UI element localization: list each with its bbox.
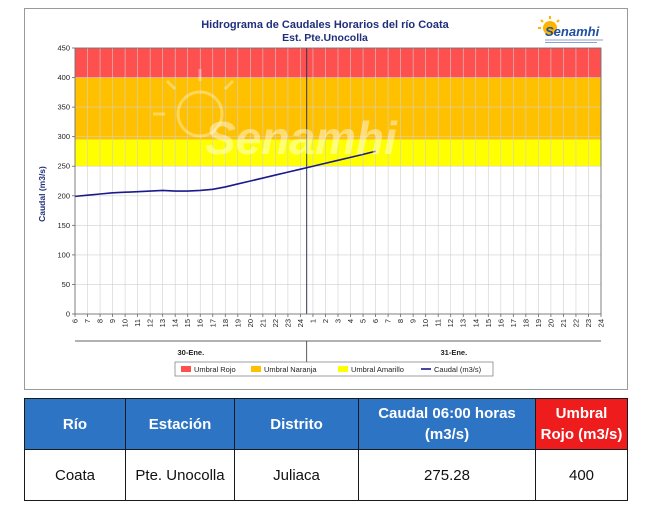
y-tick-label: 0 (66, 310, 70, 319)
x-tick-label: 9 (108, 319, 117, 323)
y-tick-label: 50 (62, 280, 70, 289)
legend-swatch (181, 366, 191, 372)
header-distrito: Distrito (234, 398, 359, 450)
x-tick-label: 4 (346, 319, 355, 323)
x-tick-label: 14 (171, 319, 180, 327)
x-tick-label: 11 (133, 319, 142, 327)
x-tick-label: 9 (409, 319, 418, 323)
legend-entry: Umbral Naranja (264, 365, 317, 374)
x-tick-label: 10 (421, 319, 430, 327)
legend-swatch (251, 366, 261, 372)
x-tick-label: 16 (496, 319, 505, 327)
x-tick-label: 5 (359, 319, 368, 323)
x-tick-label: 24 (597, 319, 606, 327)
station-table: Río Estación Distrito Caudal 06:00 horas… (24, 398, 628, 501)
day-label-30-ene: 30-Ene. (178, 348, 205, 357)
x-tick-label: 2 (321, 319, 330, 323)
y-axis-label: Caudal (m3/s) (37, 166, 47, 222)
x-tick-label: 13 (158, 319, 167, 327)
logo-text: Senamhi (545, 24, 600, 39)
chart-canvas: Hidrograma de Caudales Horarios del río … (37, 16, 606, 377)
x-tick-label: 18 (521, 319, 530, 327)
x-tick-label: 8 (96, 319, 105, 323)
senamhi-logo: Senamhi (538, 16, 603, 43)
x-tick-label: 21 (258, 319, 267, 327)
x-tick-label: 22 (271, 319, 280, 327)
x-tick-label: 14 (471, 319, 480, 327)
chart-subtitle: Est. Pte.Unocolla (282, 32, 368, 44)
table-header-row: Río Estación Distrito Caudal 06:00 horas… (24, 398, 628, 450)
cell-caudal: 275.28 (358, 449, 536, 501)
legend-entry: Umbral Amarillo (351, 365, 404, 374)
x-tick-label: 12 (146, 319, 155, 327)
x-tick-label: 17 (208, 319, 217, 327)
legend-swatch (338, 366, 348, 372)
x-tick-label: 6 (371, 319, 380, 323)
x-tick-label: 12 (446, 319, 455, 327)
x-tick-label: 23 (584, 319, 593, 327)
y-tick-label: 300 (57, 132, 70, 141)
cell-umbral-rojo: 400 (535, 449, 628, 501)
x-tick-label: 17 (509, 319, 518, 327)
x-tick-label: 20 (546, 319, 555, 327)
y-tick-label: 450 (57, 44, 70, 53)
x-tick-label: 15 (484, 319, 493, 327)
x-tick-label: 3 (334, 319, 343, 323)
x-tick-label: 11 (434, 319, 443, 327)
cell-distrito: Juliaca (234, 449, 359, 501)
x-tick-label: 13 (459, 319, 468, 327)
sun-icon (538, 16, 560, 35)
cell-rio: Coata (24, 449, 126, 501)
y-tick-label: 150 (57, 221, 70, 230)
header-estacion: Estación (125, 398, 235, 450)
plot-area (74, 47, 602, 315)
x-tick-label: 7 (83, 319, 92, 323)
watermark-logo: Senamhi (153, 69, 398, 164)
legend-box (174, 361, 494, 377)
x-tick-label: 8 (396, 319, 405, 323)
x-tick-label: 20 (246, 319, 255, 327)
x-tick-label: 1 (308, 319, 317, 323)
x-tick-label: 7 (384, 319, 393, 323)
chart-legend: Umbral Rojo Umbral Naranja Umbral Amarillo… (174, 361, 494, 377)
hydrograph-chart: Hidrograma de Caudales Horarios del río … (24, 8, 628, 390)
x-tick-label: 6 (71, 319, 80, 323)
x-tick-label: 16 (196, 319, 205, 327)
watermark-text: Senamhi (205, 112, 398, 164)
day-label-31-ene: 31-Ene. (441, 348, 468, 357)
chart-title: Hidrograma de Caudales Horarios del río … (201, 19, 449, 31)
x-tick-label: 19 (233, 319, 242, 327)
legend-entry: Umbral Rojo (194, 365, 236, 374)
y-tick-label: 100 (57, 250, 70, 259)
x-tick-label: 24 (296, 319, 305, 327)
y-tick-label: 250 (57, 162, 70, 171)
x-tick-label: 22 (571, 319, 580, 327)
cell-estacion: Pte. Unocolla (125, 449, 235, 501)
x-tick-label: 19 (534, 319, 543, 327)
header-umbral-rojo: Umbral Rojo (m3/s) (535, 398, 628, 450)
x-tick-label: 15 (183, 319, 192, 327)
x-tick-label: 10 (121, 319, 130, 327)
table-row: Coata Pte. Unocolla Juliaca 275.28 400 (24, 449, 628, 501)
legend-entry: Caudal (m3/s) (434, 365, 482, 374)
header-caudal: Caudal 06:00 horas (m3/s) (358, 398, 536, 450)
x-tick-label: 21 (559, 319, 568, 327)
y-tick-label: 350 (57, 103, 70, 112)
x-tick-label: 23 (283, 319, 292, 327)
x-tick-label: 18 (221, 319, 230, 327)
y-tick-label: 200 (57, 191, 70, 200)
header-rio: Río (24, 398, 126, 450)
y-tick-label: 400 (57, 73, 70, 82)
